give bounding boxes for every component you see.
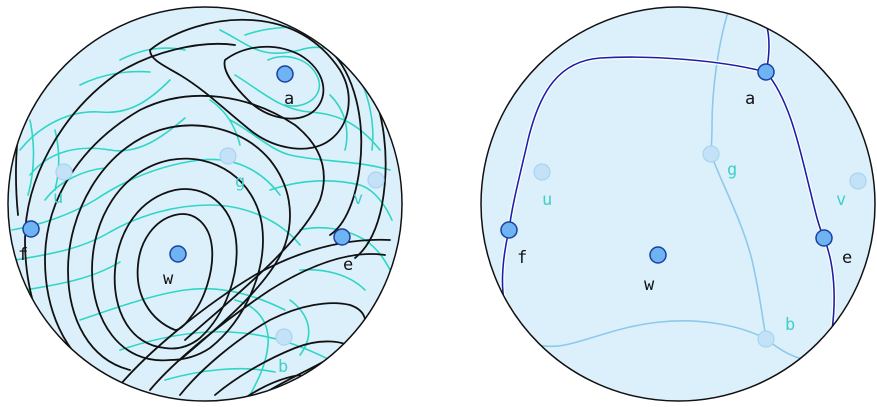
left-label-g: g [235,172,245,192]
right-label-f: f [517,248,527,268]
right-panel: a g u v f e w b [480,6,876,402]
right-labels: a g u v f e w b [517,89,852,335]
right-node-a [757,63,775,81]
left-node-w [169,245,187,263]
cyan-contours [11,26,396,396]
left-label-f: f [18,245,28,265]
left-label-e: e [343,255,353,275]
left-disk-outline [7,6,403,402]
left-label-u: u [53,188,63,208]
left-node-f [22,220,40,238]
left-node-g [219,147,237,165]
left-label-a: a [284,89,294,109]
right-node-e [815,229,833,247]
right-disk-outline [480,6,876,402]
right-node-w [649,246,667,264]
left-labels: a g u v f e w b [18,89,363,377]
right-node-v [849,172,867,190]
left-disk [8,7,402,401]
left-node-e [333,228,351,246]
left-nodes [22,65,385,346]
right-label-a: a [745,89,755,109]
right-node-b [757,330,775,348]
right-disk [481,7,875,401]
right-label-e: e [842,248,852,268]
left-panel: a g u v f e w b [7,6,403,402]
left-node-b [275,328,293,346]
left-node-a [276,65,294,83]
right-label-g: g [727,160,737,180]
right-label-b: b [785,315,795,335]
left-label-v: v [353,189,363,209]
right-label-v: v [836,190,846,210]
left-node-v [367,171,385,189]
left-label-w: w [163,269,174,289]
right-label-u: u [542,190,552,210]
right-node-f [500,221,518,239]
right-label-w: w [644,275,655,295]
left-label-b: b [278,357,288,377]
right-nodes [500,63,867,348]
right-node-g [702,145,720,163]
right-node-u [533,163,551,181]
left-node-u [55,163,73,181]
curve-g-b [710,153,767,340]
